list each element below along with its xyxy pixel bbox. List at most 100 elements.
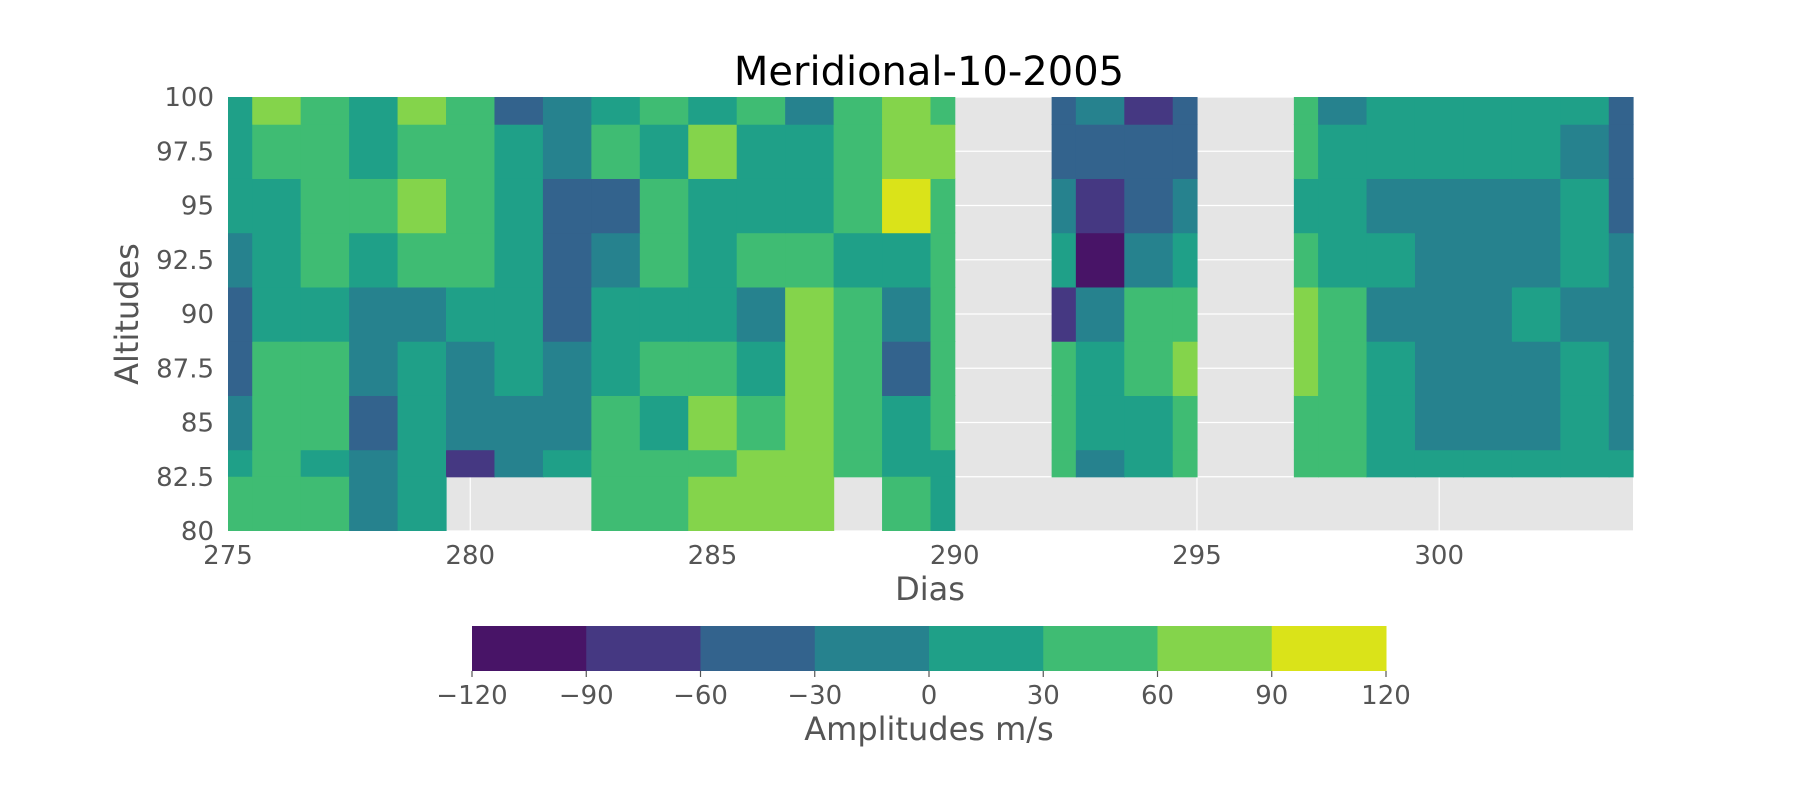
contour-cell (1560, 286, 1610, 342)
contour-cell (1463, 286, 1513, 342)
contour-cell (494, 178, 544, 234)
contour-cell (1366, 178, 1416, 234)
contour-cell (930, 124, 956, 179)
contour-cell (349, 97, 399, 125)
contour-cell (930, 232, 956, 288)
contour-cell (252, 341, 302, 396)
contour-cell (494, 395, 544, 451)
contour-cell (882, 232, 932, 288)
colorbar-tick-label: 90 (1255, 681, 1288, 711)
contour-cell (1366, 449, 1416, 478)
contour-cell (785, 124, 835, 179)
contour-cell (785, 476, 835, 531)
contour-cell (542, 395, 592, 451)
contour-cell (494, 341, 544, 396)
contour-cell (1124, 449, 1174, 478)
contour-cell (252, 97, 302, 125)
contour-cell (349, 449, 399, 478)
contour-cell (1414, 286, 1465, 342)
contour-cell (300, 341, 350, 396)
contour-cell (1608, 395, 1634, 451)
contour-cell (882, 178, 932, 234)
contour-cell (785, 232, 835, 288)
contour-cell (228, 286, 253, 342)
contour-field (228, 97, 1634, 531)
contour-cell (1318, 449, 1368, 478)
contour-cell (688, 449, 738, 478)
contour-cell (1318, 395, 1368, 451)
contour-cell (1172, 97, 1198, 125)
y-tick-label: 87.5 (156, 354, 214, 384)
contour-cell (639, 178, 689, 234)
contour-cell (1172, 395, 1198, 451)
contour-cell (252, 124, 302, 179)
contour-cell (300, 395, 350, 451)
contour-cell (591, 97, 641, 125)
contour-cell (228, 232, 253, 288)
contour-cell (349, 232, 399, 288)
contour-cell (494, 124, 544, 179)
contour-cell (252, 178, 302, 234)
contour-cell (1172, 449, 1198, 478)
contour-cell (494, 286, 544, 342)
contour-cell (1293, 97, 1319, 125)
contour-cell (542, 286, 592, 342)
contour-cell (930, 476, 956, 531)
contour-cell (1608, 341, 1634, 396)
contour-cell (349, 476, 399, 531)
contour-cell (591, 341, 641, 396)
contour-cell (1075, 341, 1125, 396)
contour-cell (591, 286, 641, 342)
contour-cell (1051, 395, 1077, 451)
contour-cell (736, 97, 786, 125)
contour-cell (542, 97, 592, 125)
colorbar-segment (586, 626, 701, 671)
contour-cell (639, 449, 689, 478)
y-tick-label: 90 (181, 300, 214, 330)
contour-cell (1318, 286, 1368, 342)
x-tick-label: 300 (1414, 541, 1464, 571)
contour-cell (1172, 178, 1198, 234)
contour-cell (397, 476, 447, 531)
contour-cell (688, 232, 738, 288)
contour-cell (1511, 395, 1561, 451)
contour-cell (688, 476, 738, 531)
contour-cell (228, 341, 253, 396)
y-axis-label: Altitudes (108, 243, 146, 385)
x-tick-label: 280 (445, 541, 495, 571)
contour-cell (882, 124, 932, 179)
plot-area: 275 280 285 290 295 300 80 82.5 85 87.5 90 92.5 95 9… (156, 83, 1634, 571)
contour-cell (349, 341, 399, 396)
contour-cell (1293, 232, 1319, 288)
contour-cell (930, 341, 956, 396)
contour-cell (736, 395, 786, 451)
contour-cell (1463, 124, 1513, 179)
contour-cell (1608, 232, 1634, 288)
contour-cell (785, 97, 835, 125)
contour-cell (1124, 286, 1174, 342)
contour-cell (1366, 232, 1416, 288)
contour-cell (591, 395, 641, 451)
contour-cell (397, 178, 447, 234)
contour-cell (1293, 449, 1319, 478)
contour-cell (1414, 449, 1465, 478)
contour-cell (300, 97, 350, 125)
contour-cell (1511, 178, 1561, 234)
contour-cell (542, 449, 592, 478)
contour-cell (882, 449, 932, 478)
contour-cell (833, 341, 883, 396)
contour-cell (1463, 178, 1513, 234)
contour-cell (1075, 124, 1125, 179)
contour-cell (1075, 97, 1125, 125)
contour-cell (446, 124, 496, 179)
contour-cell (882, 476, 932, 531)
colorbar-tick-label: −120 (436, 681, 507, 711)
contour-cell (1414, 124, 1465, 179)
contour-cell (785, 178, 835, 234)
contour-cell (228, 449, 253, 478)
colorbar-tick-label: −30 (787, 681, 842, 711)
contour-cell (349, 178, 399, 234)
contour-cell (1124, 124, 1174, 179)
contour-cell (1075, 232, 1125, 288)
colorbar-segment (700, 626, 816, 671)
